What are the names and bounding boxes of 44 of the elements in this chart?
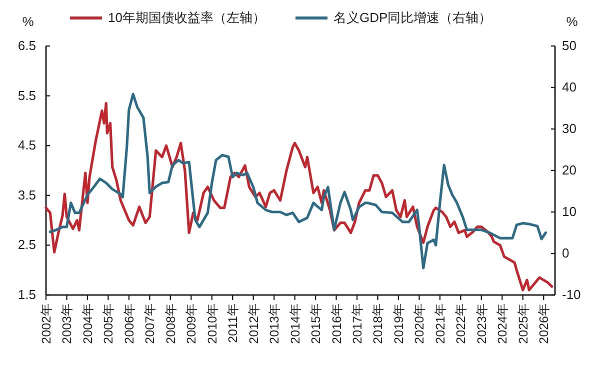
x-tick-label: 2013年 xyxy=(268,303,282,344)
x-tick-label: 2015年 xyxy=(309,303,324,344)
y2-tick-label: 0 xyxy=(562,246,570,260)
x-tick-label: 2017年 xyxy=(350,303,364,344)
y2-axis-title: % xyxy=(566,14,578,29)
legend-label: 名义GDP同比增速（右轴） xyxy=(333,10,492,25)
line-series xyxy=(44,102,554,292)
x-tick-label: 2010年 xyxy=(205,303,220,344)
x-tick-label: 2022年 xyxy=(454,303,468,344)
x-tick-label: 2020年 xyxy=(412,303,427,344)
x-tick-label: 2023年 xyxy=(474,303,489,344)
y2-tick-label: 10 xyxy=(562,204,576,219)
y-tick-label: 6.5 xyxy=(18,38,36,53)
x-tick-label: 2024年 xyxy=(496,303,510,344)
x-tick-label: 2025年 xyxy=(516,303,530,344)
x-tick-label: 2019年 xyxy=(392,303,406,344)
y-tick-label: 2.5 xyxy=(18,237,36,252)
line-series xyxy=(48,92,547,270)
y-axis-title: % xyxy=(22,14,34,29)
x-tick-label: 2011年 xyxy=(226,303,240,343)
x-tick-label: 2005年 xyxy=(102,303,116,344)
x-tick-label: 2026年 xyxy=(537,303,552,344)
x-tick-label: 2009年 xyxy=(184,303,199,344)
x-tick-label: 2014年 xyxy=(288,303,302,344)
y2-tick-label: 50 xyxy=(562,38,576,53)
x-tick-label: 2008年 xyxy=(164,303,178,344)
x-tick-label: 2016年 xyxy=(330,303,344,344)
x-tick-label: 2007年 xyxy=(143,303,158,344)
x-tick-label: 2004年 xyxy=(80,303,95,344)
x-tick-label: 2018年 xyxy=(371,303,386,344)
x-tick-label: 2006年 xyxy=(122,303,136,344)
y2-tick-label: 30 xyxy=(562,121,576,136)
x-tick-label: 2012年 xyxy=(246,303,261,344)
y-tick-label: 3.5 xyxy=(18,187,36,202)
x-tick-label: 2002年 xyxy=(40,303,54,344)
y2-tick-label: 20 xyxy=(562,162,576,178)
y-tick-label: 1.5 xyxy=(18,287,36,302)
y2-tick-label: 40 xyxy=(562,80,576,94)
y-tick-label: 5.5 xyxy=(18,88,36,103)
x-tick-label: 2021年 xyxy=(433,303,448,344)
x-tick-label: 2003年 xyxy=(60,303,74,344)
y-tick-label: 4.5 xyxy=(18,138,36,153)
y2-tick-label: -10 xyxy=(562,287,581,302)
legend-label: 10年期国债收益率（左轴） xyxy=(108,10,266,25)
